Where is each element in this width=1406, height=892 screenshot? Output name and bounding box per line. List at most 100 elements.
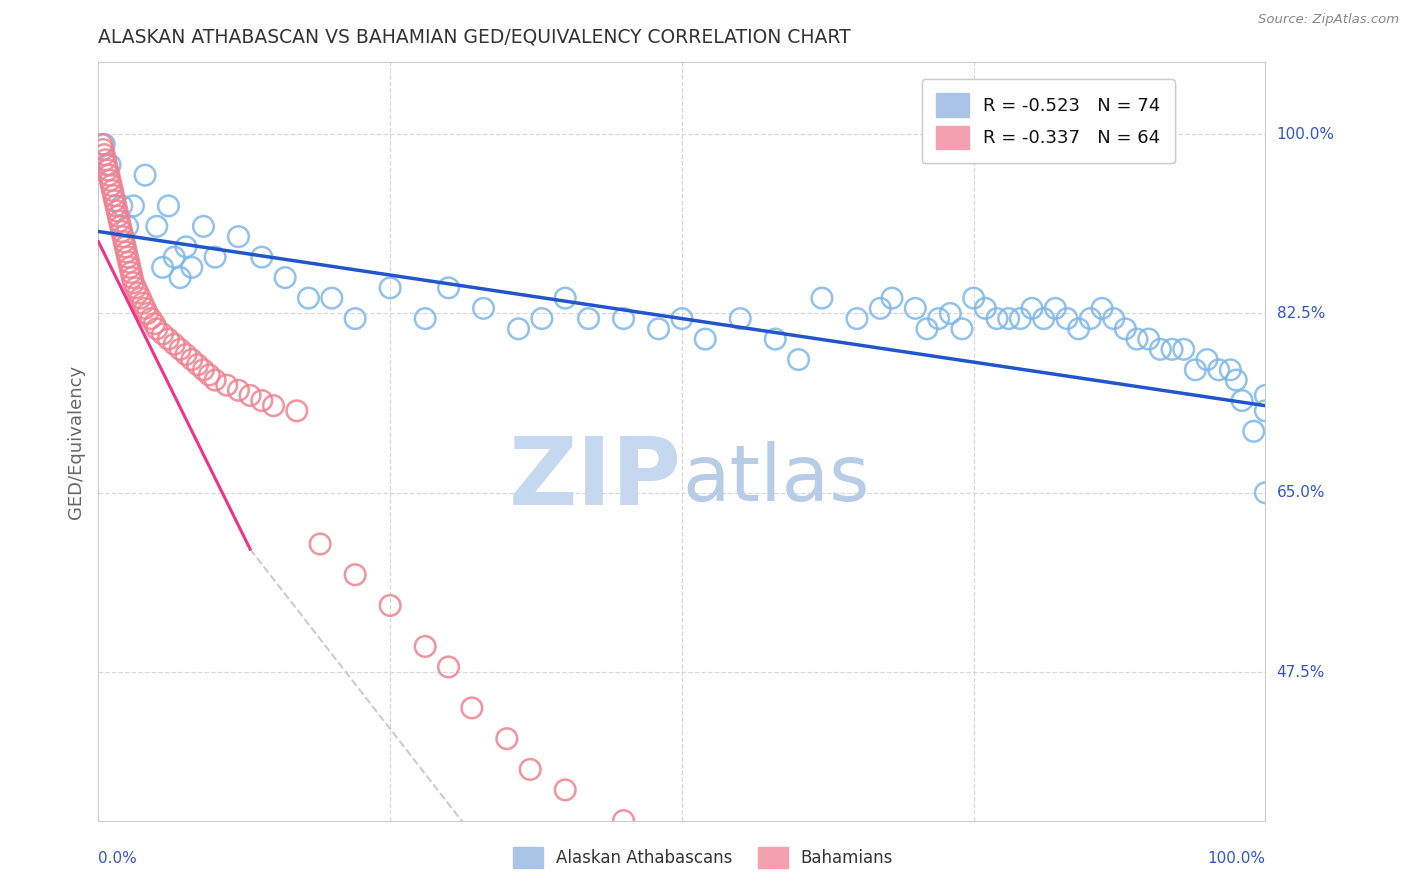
Point [730, 311, 752, 326]
Point [111, 225, 134, 239]
Point [100, 178, 122, 193]
Point [1045, 301, 1067, 316]
Point [962, 291, 984, 305]
Point [180, 352, 202, 367]
Point [554, 291, 576, 305]
Point [1056, 311, 1078, 326]
Point [695, 332, 717, 346]
Point [413, 640, 436, 654]
Point [193, 363, 215, 377]
Point [103, 188, 125, 202]
Point [215, 378, 238, 392]
Point [174, 347, 197, 361]
Point [997, 311, 1019, 326]
Text: Source: ZipAtlas.com: Source: ZipAtlas.com [1258, 13, 1399, 27]
Point [120, 265, 142, 279]
Point [413, 311, 436, 326]
Point [519, 763, 541, 777]
Point [90, 137, 112, 152]
Point [112, 235, 135, 249]
Point [122, 199, 145, 213]
Point [974, 301, 997, 316]
Point [986, 311, 1008, 326]
Point [1208, 363, 1230, 377]
Point [950, 322, 973, 336]
Text: atlas: atlas [682, 442, 869, 517]
Point [110, 219, 132, 234]
Point [1219, 363, 1241, 377]
Point [180, 260, 202, 275]
Point [107, 209, 129, 223]
Text: 47.5%: 47.5% [1277, 665, 1324, 680]
Point [157, 199, 180, 213]
Point [98, 173, 121, 187]
Point [152, 260, 174, 275]
Point [111, 229, 134, 244]
Point [98, 158, 121, 172]
Point [115, 244, 138, 259]
Point [1225, 373, 1247, 387]
Point [1032, 311, 1054, 326]
Point [1067, 322, 1090, 336]
Point [380, 599, 402, 613]
Point [297, 291, 319, 305]
Point [146, 322, 169, 336]
Point [1080, 311, 1102, 326]
Point [939, 306, 962, 320]
Point [97, 163, 120, 178]
Point [174, 240, 197, 254]
Point [437, 281, 460, 295]
Point [1243, 425, 1265, 439]
Point [146, 219, 169, 234]
Point [309, 537, 332, 551]
Point [1114, 322, 1136, 336]
Text: 100.0%: 100.0% [1208, 851, 1265, 866]
Text: 100.0%: 100.0% [1277, 127, 1334, 142]
Point [157, 332, 180, 346]
Point [1254, 485, 1277, 500]
Point [380, 281, 402, 295]
Point [163, 250, 186, 264]
Point [904, 301, 927, 316]
Point [1021, 301, 1043, 316]
Point [1161, 343, 1184, 357]
Point [169, 270, 191, 285]
Point [105, 204, 128, 219]
Point [811, 291, 834, 305]
Point [344, 311, 367, 326]
Point [613, 311, 636, 326]
Point [250, 393, 273, 408]
Point [578, 311, 600, 326]
Point [121, 270, 143, 285]
Point [846, 311, 869, 326]
Point [136, 306, 159, 320]
Point [143, 317, 166, 331]
Legend: Alaskan Athabascans, Bahamians: Alaskan Athabascans, Bahamians [506, 840, 900, 875]
Point [1126, 332, 1149, 346]
Point [104, 199, 127, 213]
Point [93, 137, 115, 152]
Point [204, 250, 226, 264]
Point [193, 219, 215, 234]
Point [118, 260, 141, 275]
Point [1137, 332, 1160, 346]
Text: ZIP: ZIP [509, 434, 682, 525]
Point [1091, 301, 1114, 316]
Point [125, 281, 148, 295]
Point [1010, 311, 1032, 326]
Point [285, 404, 308, 418]
Point [93, 147, 115, 161]
Point [122, 276, 145, 290]
Point [117, 219, 139, 234]
Point [1173, 343, 1195, 357]
Point [472, 301, 495, 316]
Point [1149, 343, 1171, 357]
Point [204, 373, 226, 387]
Point [187, 358, 209, 372]
Point [508, 322, 530, 336]
Point [1184, 363, 1206, 377]
Point [461, 701, 484, 715]
Point [250, 250, 273, 264]
Point [134, 301, 156, 316]
Point [530, 311, 553, 326]
